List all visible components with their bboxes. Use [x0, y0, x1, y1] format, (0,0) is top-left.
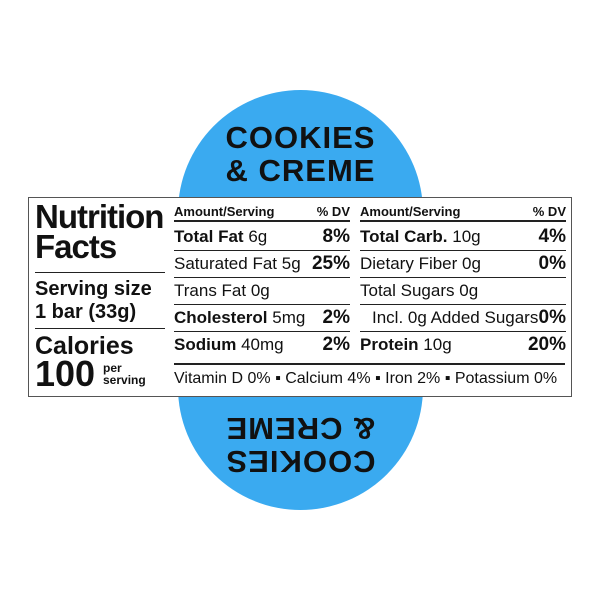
nutrient-name: Sodium [174, 335, 237, 354]
nutrient-name: Total Fat [174, 227, 244, 246]
nutrient-row: Total Fat 6g 8% [174, 224, 350, 250]
flavor-title: COOKIES & CREME [178, 121, 423, 187]
dv-header: % DV [316, 203, 350, 219]
flavor-line1: COOKIES [225, 120, 376, 155]
nutrient-dv: 2% [322, 334, 350, 355]
nutrient-name: Trans Fat [174, 281, 247, 300]
nutrient-dv: 4% [538, 226, 566, 247]
nutrient-dv: 0% [538, 307, 566, 328]
nutrient-name: Total Carb. [360, 227, 448, 246]
nutrient-row: Total Sugars 0g [360, 278, 566, 304]
nutrient-dv: 25% [311, 253, 350, 274]
nutrient-name: Dietary Fiber [360, 254, 458, 273]
nutrient-name: Protein [360, 335, 419, 354]
nutrition-facts-title: Nutrition Facts [35, 198, 164, 265]
nutrient-row: Total Carb. 10g 4% [360, 224, 566, 250]
vitamins-minerals: Vitamin D 0% ▪ Calcium 4% ▪ Iron 2% ▪ Po… [174, 370, 558, 387]
nutrient-amount: 0g [462, 254, 481, 273]
nutrient-row: Cholesterol 5mg 2% [174, 305, 350, 331]
nutrient-amount: 0g [459, 281, 479, 300]
nutrient-row: Trans Fat 0g [174, 278, 350, 304]
flavor-line2: & CREME [225, 153, 376, 188]
nutrient-row: Protein 10g 20% [360, 332, 566, 358]
nutrient-row: Incl. 0g Added Sugars 0% [360, 305, 566, 331]
nutrient-name: Cholesterol [174, 308, 268, 327]
left-column-header: Amount/Serving % DV [174, 202, 350, 220]
amount-header: Amount/Serving [360, 203, 461, 219]
nutrient-amount: 10g [452, 227, 481, 246]
nutrient-amount: 6g [248, 227, 268, 246]
nutrient-dv: 8% [322, 226, 350, 247]
nutrient-amount: 5mg [272, 308, 306, 327]
nutrition-facts-panel: Nutrition Facts Serving size 1 bar (33g) C… [28, 197, 572, 397]
nutrient-amount: 40mg [241, 335, 284, 354]
calories-value: 100 [35, 353, 96, 394]
nutrient-name: Incl. 0g Added Sugars [372, 308, 539, 327]
nutrient-amount: 0g [250, 281, 270, 300]
nutrient-name: Saturated Fat [174, 254, 278, 273]
nutrient-dv: 20% [527, 334, 566, 355]
nutrient-dv: 0% [538, 253, 566, 274]
nutrient-row: Sodium 40mg 2% [174, 332, 350, 358]
nutrient-name: Total Sugars [360, 281, 455, 300]
serving-size: Serving size 1 bar (33g) [35, 278, 152, 323]
amount-header: Amount/Serving [174, 203, 275, 219]
nutrient-amount: 5g [281, 254, 301, 273]
flavor-title-inverted: COOKIES & CREME [178, 411, 423, 479]
dv-header: % DV [532, 203, 566, 219]
calories-label: Calories [35, 332, 134, 360]
nutrient-row: Dietary Fiber 0g 0% [360, 251, 566, 277]
right-column-header: Amount/Serving % DV [360, 202, 566, 220]
per-serving: per serving [103, 361, 146, 387]
nutrient-amount: 10g [423, 335, 452, 354]
flavor-line1: COOKIES [225, 444, 376, 479]
nutrient-row: Saturated Fat 5g 25% [174, 251, 350, 277]
flavor-line2: & CREME [225, 411, 376, 446]
nutrient-dv: 2% [322, 307, 350, 328]
